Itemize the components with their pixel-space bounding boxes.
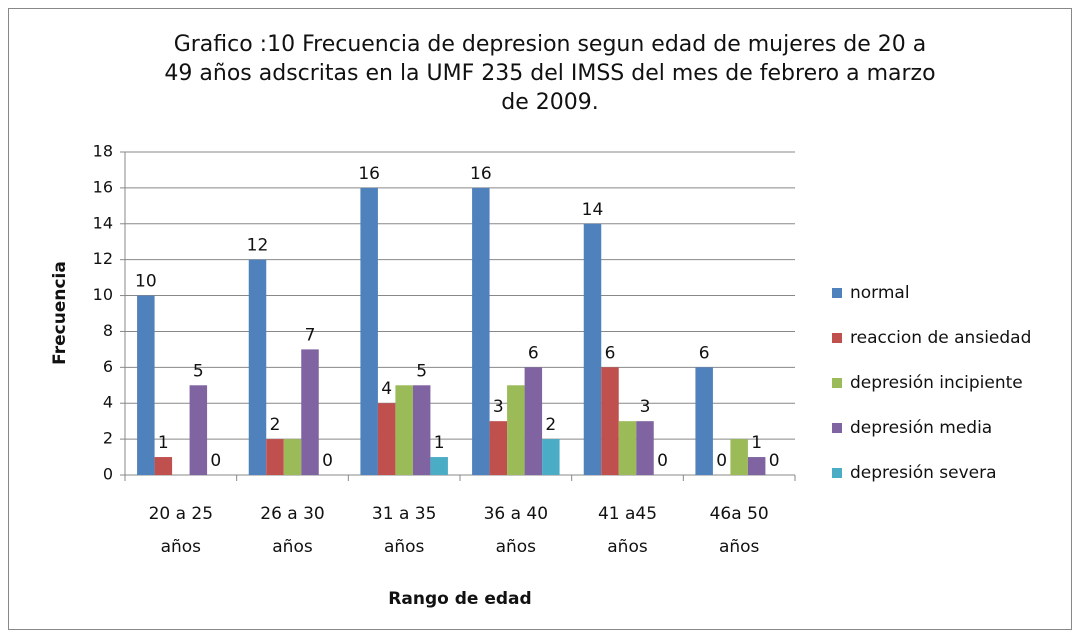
data-label: 14 xyxy=(582,200,604,220)
bar xyxy=(248,259,267,475)
chart-frame xyxy=(8,8,1072,630)
data-label: 12 xyxy=(247,236,269,256)
data-label: 2 xyxy=(545,415,556,435)
bar xyxy=(395,385,413,475)
data-label: 6 xyxy=(528,343,539,363)
bar xyxy=(189,385,208,475)
bar xyxy=(747,457,766,475)
bar xyxy=(542,439,560,475)
legend-label: depresión incipiente xyxy=(850,373,1023,393)
data-label: 16 xyxy=(358,164,380,184)
y-tick-label: 2 xyxy=(103,429,113,448)
legend-swatch xyxy=(832,468,842,478)
y-tick-label: 10 xyxy=(93,285,113,304)
legend-swatch xyxy=(832,288,842,298)
bar xyxy=(507,385,525,475)
data-label: 5 xyxy=(416,361,427,381)
data-label: 2 xyxy=(270,415,281,435)
legend-swatch xyxy=(832,333,842,343)
bar xyxy=(695,367,713,475)
y-tick-label: 4 xyxy=(103,393,113,412)
bar xyxy=(301,349,319,475)
x-tick-label: 20 a 25 años xyxy=(149,504,214,557)
y-axis-title: Frecuencia xyxy=(50,261,70,365)
data-label: 6 xyxy=(605,343,616,363)
legend-label: depresión media xyxy=(850,418,992,438)
bar xyxy=(154,457,173,475)
legend-swatch xyxy=(832,423,842,433)
bar xyxy=(583,223,602,475)
x-axis-title: Rango de edad xyxy=(388,589,531,609)
bar xyxy=(360,187,378,475)
data-label: 1 xyxy=(158,433,169,453)
bar xyxy=(524,367,543,475)
y-tick-label: 8 xyxy=(103,321,113,340)
y-tick-label: 12 xyxy=(93,249,113,268)
bar xyxy=(636,421,654,475)
y-tick-label: 0 xyxy=(103,465,113,484)
x-tick-label: 31 a 35 años xyxy=(372,504,437,557)
y-tick-label: 14 xyxy=(93,213,113,232)
chart-title: Grafico :10 Frecuencia de depresion segu… xyxy=(164,32,936,115)
bar xyxy=(283,439,302,475)
y-tick-label: 6 xyxy=(103,357,113,376)
bar xyxy=(266,439,284,475)
data-label: 0 xyxy=(322,451,333,471)
data-label: 6 xyxy=(699,343,710,363)
data-label: 0 xyxy=(210,451,221,471)
bar xyxy=(472,187,490,475)
x-tick-label: 36 a 40 años xyxy=(484,504,549,557)
x-tick-label: 46a 50 años xyxy=(710,504,769,557)
data-label: 3 xyxy=(640,397,651,417)
bar xyxy=(412,385,431,475)
data-label: 5 xyxy=(193,361,204,381)
legend-label: normal xyxy=(850,283,910,303)
bar xyxy=(377,403,396,475)
y-tick-label: 18 xyxy=(93,142,113,161)
bar xyxy=(730,439,748,475)
bar xyxy=(489,421,508,475)
data-label: 0 xyxy=(769,451,780,471)
bar xyxy=(430,457,448,475)
legend-label: reaccion de ansiedad xyxy=(850,328,1031,348)
data-label: 0 xyxy=(716,451,727,471)
legend-label: depresión severa xyxy=(850,463,997,483)
bar xyxy=(137,295,155,475)
data-label: 7 xyxy=(305,325,316,345)
bar xyxy=(601,367,619,475)
x-tick-label: 41 a45 años xyxy=(598,504,657,557)
data-label: 0 xyxy=(657,451,668,471)
legend-swatch xyxy=(832,378,842,388)
data-label: 4 xyxy=(381,379,392,399)
bar xyxy=(618,421,637,475)
data-label: 1 xyxy=(434,433,445,453)
y-tick-label: 16 xyxy=(93,177,113,196)
data-label: 3 xyxy=(493,397,504,417)
data-label: 16 xyxy=(470,164,492,184)
data-label: 10 xyxy=(135,272,157,292)
x-tick-label: 26 a 30 años xyxy=(260,504,325,557)
data-label: 1 xyxy=(751,433,762,453)
